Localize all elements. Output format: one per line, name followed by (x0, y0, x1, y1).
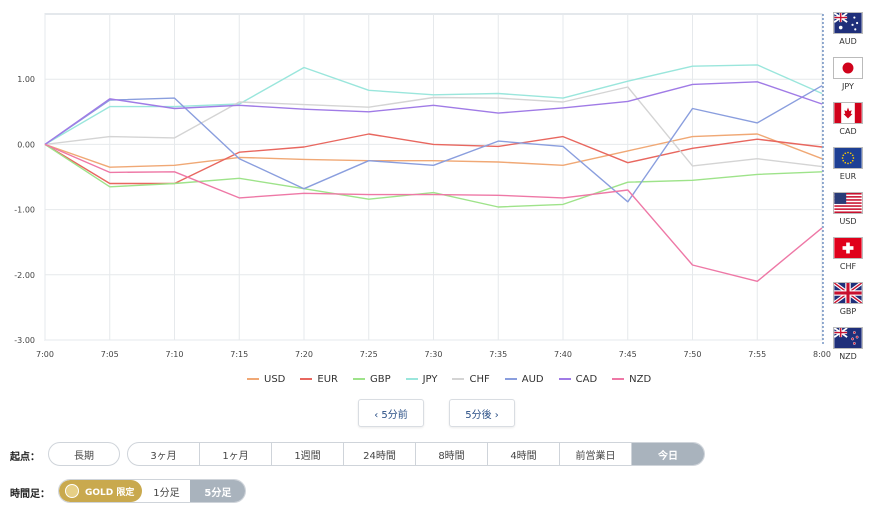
jikanashi-segment-group: GOLD 限定 1分足 5分足 (58, 479, 247, 503)
legend-item-jpy[interactable]: JPY (405, 373, 438, 385)
series-line-aud (44, 85, 823, 203)
x-tick-label: 7:00 (36, 350, 54, 359)
switzerland-flag-icon[interactable] (833, 237, 863, 259)
series-line-usd (44, 133, 823, 168)
flag-label-aud: AUD (839, 37, 857, 46)
currency-strength-chart: 1.00 0.00 -1.00 -2.00 -3.007:00 7:05 7:10 7:15 7… (14, 13, 831, 359)
legend-label: GBP (369, 373, 391, 385)
legend-label: AUD (521, 373, 544, 385)
kiten-option-7[interactable]: 今日 (632, 443, 704, 465)
x-tick-label: 7:40 (554, 350, 572, 359)
flag-label-cad: CAD (839, 127, 857, 136)
series-line-jpy (44, 64, 823, 146)
legend-item-eur[interactable]: EUR (300, 374, 338, 385)
y-tick-label: 1.00 (17, 75, 35, 84)
eu-flag-icon[interactable] (833, 147, 863, 169)
legend-item-gbp[interactable]: GBP (352, 373, 391, 385)
x-tick-label: 7:55 (748, 350, 766, 359)
x-tick-label: 7:30 (425, 350, 443, 359)
kiten-option-0[interactable]: 3ヶ月 (128, 443, 200, 465)
gold-coin-icon (65, 484, 79, 498)
jikanashi-option-1[interactable]: 5分足 (190, 480, 246, 502)
y-tick-label: 0.00 (17, 140, 35, 149)
next-5min-button[interactable]: 5分後 › (449, 399, 515, 427)
flag-label-nzd: NZD (839, 352, 857, 361)
jikanashi-label: 時間足： (10, 489, 50, 500)
legend-label: NZD (629, 373, 652, 385)
gold-limited-badge: GOLD 限定 (59, 480, 143, 502)
flag-label-gbp: GBP (839, 307, 857, 316)
x-tick-label: 7:35 (489, 350, 507, 359)
kiten-segment-group: 3ヶ月 1ヶ月 1週間 24時間 8時間 4時間 前営業日 今日 (127, 442, 705, 466)
x-tick-label: 7:05 (101, 350, 119, 359)
legend-swatch (247, 378, 259, 380)
legend-label: EUR (317, 373, 338, 385)
australia-flag-icon[interactable] (833, 12, 863, 34)
chart-area: 1.00 0.00 -1.00 -2.00 -3.00 7:00 7:05 7:10 7:15 7… (14, 13, 831, 359)
legend-label: CHF (469, 373, 490, 385)
y-tick-label: -2.00 (14, 271, 35, 280)
kiten-option-4[interactable]: 8時間 (416, 443, 488, 465)
y-tick-label: -3.00 (14, 336, 35, 345)
kiten-option-5[interactable]: 4時間 (488, 443, 560, 465)
chart-legend: USD EUR GBP JPY CHF AUD CAD NZD (247, 372, 666, 386)
series-line-gbp (44, 143, 823, 208)
x-tick-label: 7:10 (166, 350, 184, 359)
legend-item-chf[interactable]: CHF (452, 373, 490, 385)
legend-swatch (452, 378, 465, 380)
kiten-option-6[interactable]: 前営業日 (560, 443, 632, 465)
legend-item-cad[interactable]: CAD (558, 373, 598, 385)
legend-label: USD (264, 373, 286, 385)
kiten-option-3[interactable]: 24時間 (344, 443, 416, 465)
y-tick-label: -1.00 (14, 206, 35, 215)
kiten-long-button[interactable]: 長期 (48, 442, 120, 466)
kiten-label: 起点： (10, 452, 40, 463)
legend-item-aud[interactable]: AUD (504, 373, 544, 385)
usa-flag-icon[interactable] (833, 192, 863, 214)
legend-swatch (504, 378, 517, 380)
x-tick-label: 7:25 (360, 350, 378, 359)
flag-label-jpy: JPY (842, 82, 854, 91)
x-tick-label: 7:15 (230, 350, 248, 359)
legend-item-usd[interactable]: USD (247, 374, 285, 385)
legend-label: CAD (575, 373, 598, 385)
x-tick-label: 7:50 (684, 350, 702, 359)
prev-5min-button[interactable]: ‹ 5分前 (358, 399, 424, 427)
japan-flag-icon[interactable] (833, 57, 863, 79)
gold-limited-label: GOLD 限定 (85, 487, 135, 498)
legend-swatch (352, 378, 365, 380)
x-tick-label: 7:45 (619, 350, 637, 359)
legend-swatch (558, 378, 571, 380)
flag-label-chf: CHF (839, 262, 857, 271)
series-line-chf (44, 86, 823, 168)
legend-swatch (612, 378, 625, 380)
kiten-option-1[interactable]: 1ヶ月 (200, 443, 272, 465)
flag-label-usd: USD (839, 217, 857, 226)
new-zealand-flag-icon[interactable] (833, 327, 863, 349)
legend-label: JPY (422, 373, 438, 385)
legend-item-nzd[interactable]: NZD (612, 374, 651, 385)
x-tick-label: 7:20 (295, 350, 313, 359)
x-tick-label: 8:00 (813, 350, 831, 359)
uk-flag-icon[interactable] (833, 282, 863, 304)
series-line-nzd (44, 143, 823, 282)
series-line-cad (44, 81, 823, 145)
flag-label-eur: EUR (839, 172, 857, 181)
legend-swatch (300, 378, 313, 380)
kiten-option-2[interactable]: 1週間 (272, 443, 344, 465)
canada-flag-icon[interactable] (833, 102, 863, 124)
jikanashi-option-0[interactable]: 1分足 (153, 487, 180, 499)
legend-swatch (405, 378, 418, 380)
